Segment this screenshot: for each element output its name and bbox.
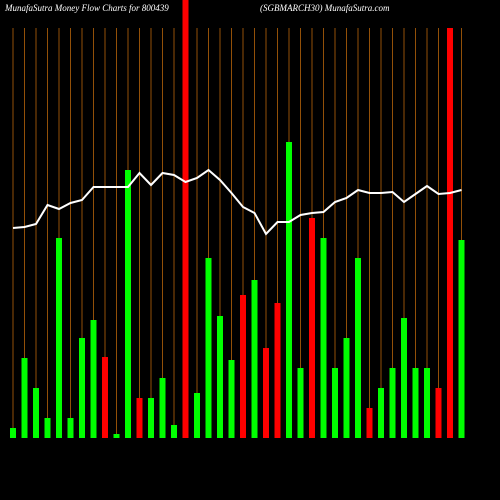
bar: [263, 348, 269, 438]
bar: [90, 320, 97, 438]
bar: [159, 378, 166, 438]
bar: [194, 393, 200, 438]
bar: [182, 0, 189, 438]
bar: [10, 428, 16, 438]
bar: [136, 398, 143, 438]
bar: [67, 418, 74, 438]
bar: [343, 338, 350, 438]
bar: [205, 258, 212, 438]
bar: [228, 360, 235, 438]
money-flow-line: [12, 168, 462, 236]
bar: [56, 238, 62, 438]
bar: [401, 318, 407, 438]
bar: [447, 28, 453, 438]
bar: [378, 388, 384, 438]
bar: [297, 368, 304, 438]
bar: [21, 358, 28, 438]
bar: [148, 398, 154, 438]
bar: [44, 418, 51, 438]
chart-subtitle: (SGBMARCH30) MunafaSutra.com: [260, 3, 390, 13]
bar: [113, 434, 120, 438]
bar: [458, 240, 465, 438]
bar: [435, 388, 442, 438]
bar: [309, 218, 315, 438]
bar: [332, 368, 338, 438]
bar: [320, 238, 327, 438]
bar: [286, 142, 292, 438]
bar: [125, 170, 131, 438]
chart-title: MunafaSutra Money Flow Charts for 800439: [4, 3, 169, 13]
bar: [33, 388, 39, 438]
bar: [171, 425, 177, 438]
bar: [79, 338, 85, 438]
bar: [389, 368, 396, 438]
bar: [424, 368, 430, 438]
bar: [412, 368, 419, 438]
bar: [217, 316, 223, 438]
bar: [240, 295, 246, 438]
bar: [366, 408, 373, 438]
bar: [102, 357, 108, 438]
bar: [355, 258, 361, 438]
bar: [274, 303, 281, 438]
bar: [251, 280, 258, 438]
